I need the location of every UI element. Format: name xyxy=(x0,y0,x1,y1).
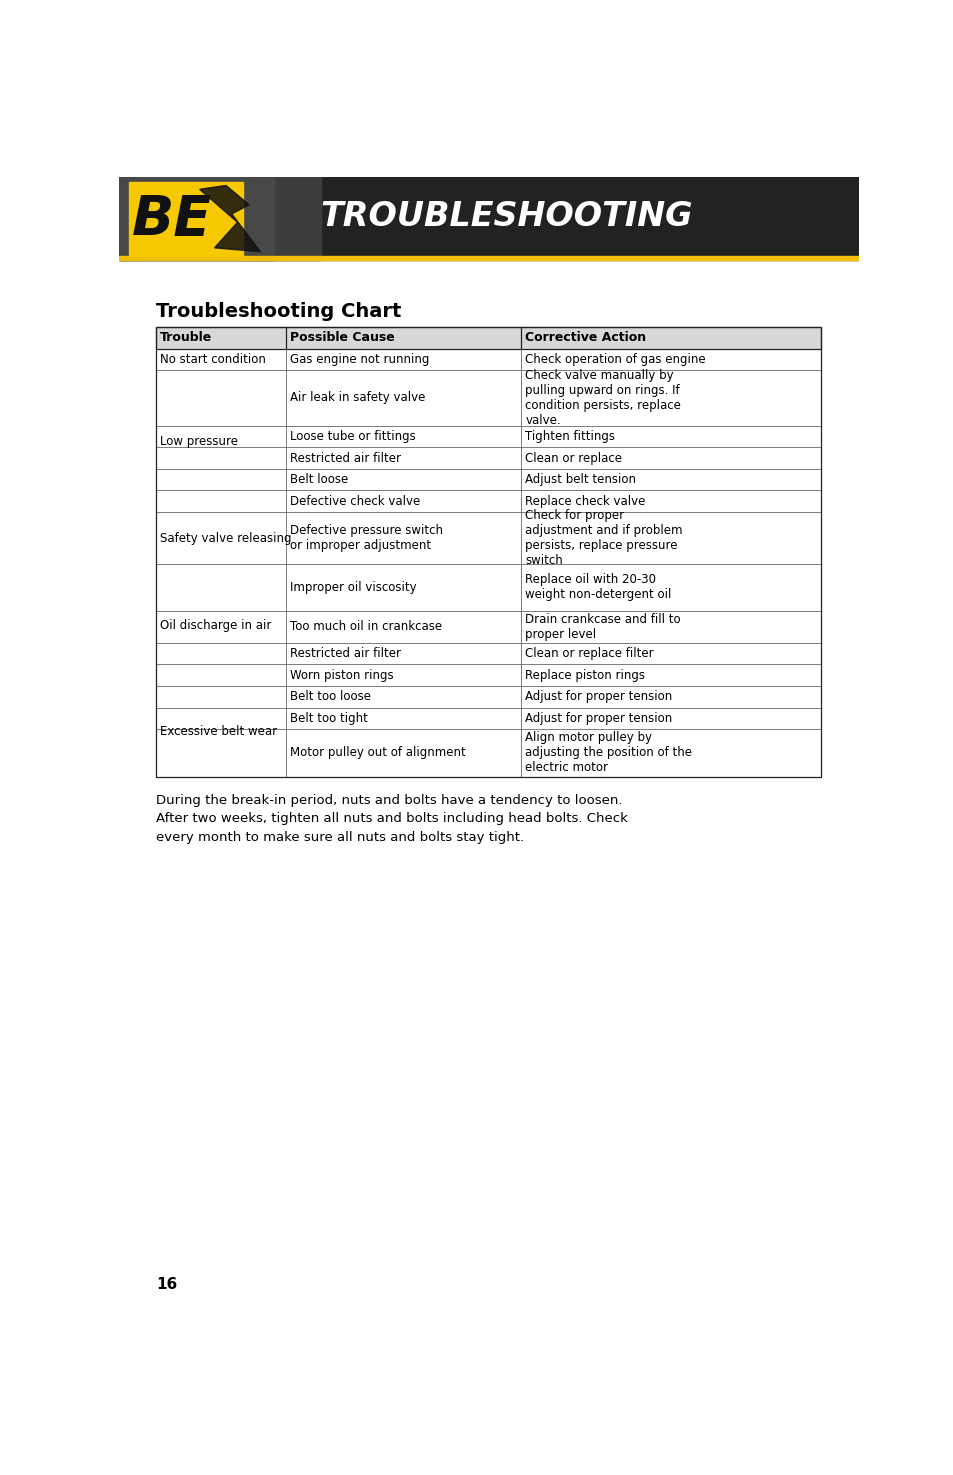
Text: Replace piston rings: Replace piston rings xyxy=(525,668,644,681)
Text: Worn piston rings: Worn piston rings xyxy=(290,668,393,681)
Bar xyxy=(156,426,821,447)
Text: BE: BE xyxy=(132,193,212,246)
Text: Tighten fittings: Tighten fittings xyxy=(525,431,615,442)
Bar xyxy=(156,664,821,686)
Text: Adjust for proper tension: Adjust for proper tension xyxy=(525,690,672,704)
Bar xyxy=(156,686,821,708)
Text: Adjust for proper tension: Adjust for proper tension xyxy=(525,712,672,724)
Text: Clean or replace: Clean or replace xyxy=(525,451,621,465)
Bar xyxy=(156,490,821,512)
Bar xyxy=(156,447,821,469)
Text: Belt too tight: Belt too tight xyxy=(290,712,367,724)
Text: During the break-in period, nuts and bolts have a tendency to loosen.
After two : During the break-in period, nuts and bol… xyxy=(156,794,628,844)
Bar xyxy=(156,327,821,348)
Text: Gas engine not running: Gas engine not running xyxy=(290,353,429,366)
Bar xyxy=(156,370,821,426)
Text: TROUBLESHOOTING: TROUBLESHOOTING xyxy=(320,201,692,233)
Text: No start condition: No start condition xyxy=(160,353,266,366)
Text: Defective check valve: Defective check valve xyxy=(290,494,419,507)
Bar xyxy=(156,729,821,777)
Text: Trouble: Trouble xyxy=(160,332,213,345)
Bar xyxy=(119,177,274,260)
Bar xyxy=(156,643,821,664)
Polygon shape xyxy=(199,186,260,252)
Bar xyxy=(156,348,821,370)
Text: Loose tube or fittings: Loose tube or fittings xyxy=(290,431,416,442)
Text: Drain crankcase and fill to
proper level: Drain crankcase and fill to proper level xyxy=(525,612,680,640)
Text: Possible Cause: Possible Cause xyxy=(290,332,395,345)
Text: Corrective Action: Corrective Action xyxy=(525,332,646,345)
Text: Low pressure: Low pressure xyxy=(160,435,238,447)
Bar xyxy=(156,469,821,490)
Bar xyxy=(156,611,821,643)
Text: Belt too loose: Belt too loose xyxy=(290,690,371,704)
Bar xyxy=(129,181,243,255)
Bar xyxy=(156,512,821,565)
Text: Check operation of gas engine: Check operation of gas engine xyxy=(525,353,705,366)
Text: Clean or replace filter: Clean or replace filter xyxy=(525,648,654,661)
Text: Replace check valve: Replace check valve xyxy=(525,494,645,507)
Text: Replace oil with 20-30
weight non-detergent oil: Replace oil with 20-30 weight non-deterg… xyxy=(525,574,671,602)
Text: Defective pressure switch
or improper adjustment: Defective pressure switch or improper ad… xyxy=(290,524,442,552)
Bar xyxy=(119,177,858,260)
Text: Air leak in safety valve: Air leak in safety valve xyxy=(290,391,425,404)
Text: Adjust belt tension: Adjust belt tension xyxy=(525,473,636,487)
Text: Check valve manually by
pulling upward on rings. If
condition persists, replace
: Check valve manually by pulling upward o… xyxy=(525,369,680,426)
Text: Safety valve releasing: Safety valve releasing xyxy=(160,531,292,544)
Text: Improper oil viscosity: Improper oil viscosity xyxy=(290,581,416,594)
Bar xyxy=(156,327,821,777)
Text: Align motor pulley by
adjusting the position of the
electric motor: Align motor pulley by adjusting the posi… xyxy=(525,732,692,774)
Text: Check for proper
adjustment and if problem
persists, replace pressure
switch: Check for proper adjustment and if probl… xyxy=(525,509,682,566)
Text: 16: 16 xyxy=(156,1277,177,1292)
Text: Restricted air filter: Restricted air filter xyxy=(290,451,400,465)
Bar xyxy=(156,708,821,729)
Bar xyxy=(119,177,320,260)
Text: Excessive belt wear: Excessive belt wear xyxy=(160,724,277,738)
Bar xyxy=(156,565,821,611)
Text: Restricted air filter: Restricted air filter xyxy=(290,648,400,661)
Text: Oil discharge in air: Oil discharge in air xyxy=(160,618,272,631)
Text: Belt loose: Belt loose xyxy=(290,473,348,487)
Text: Troubleshooting Chart: Troubleshooting Chart xyxy=(156,302,401,320)
Text: Too much oil in crankcase: Too much oil in crankcase xyxy=(290,620,441,633)
Text: Motor pulley out of alignment: Motor pulley out of alignment xyxy=(290,746,465,760)
Bar xyxy=(119,255,858,260)
